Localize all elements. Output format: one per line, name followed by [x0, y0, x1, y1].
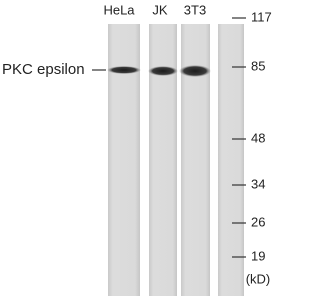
lane [218, 24, 244, 296]
blot-figure: HeLa JK 3T3 PKC epsilon 117 85 48 34 26 19 (k… [2, 2, 272, 296]
bands [107, 65, 211, 77]
marker-label: 26 [251, 214, 265, 229]
lanes [108, 24, 244, 296]
marker-label: 85 [251, 58, 265, 73]
lane-label: JK [152, 2, 168, 17]
protein-label: PKC epsilon [2, 61, 85, 78]
band [179, 65, 211, 77]
unit-label: (kD) [246, 271, 271, 286]
band [107, 66, 141, 74]
lane-label: 3T3 [184, 2, 206, 17]
marker-label: 117 [251, 9, 272, 24]
lane-label: HeLa [103, 2, 135, 17]
marker-label: 19 [251, 248, 265, 263]
lane [181, 24, 210, 296]
marker-label: 48 [251, 130, 265, 145]
band [148, 66, 178, 76]
markers: 117 85 48 34 26 19 [232, 9, 272, 263]
lane [149, 24, 177, 296]
lane [108, 24, 140, 296]
marker-label: 34 [251, 176, 265, 191]
